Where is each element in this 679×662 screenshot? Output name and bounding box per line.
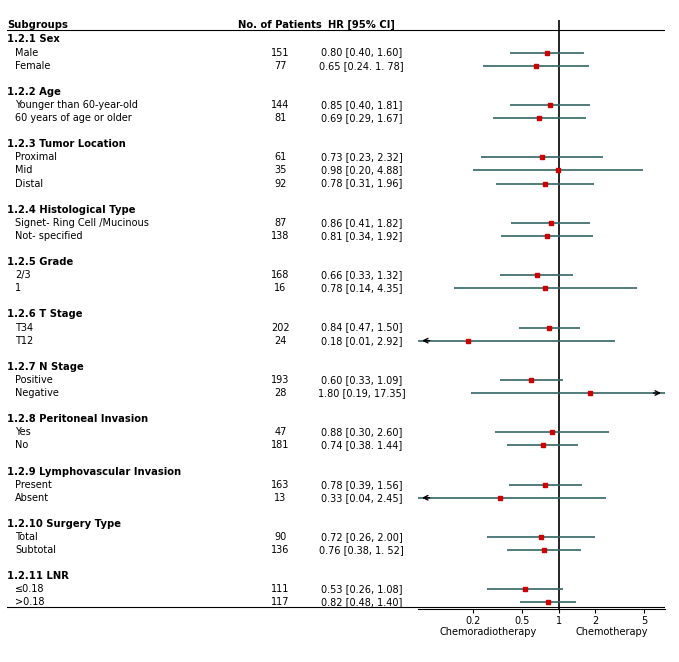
Text: 0.98 [0.20, 4.88]: 0.98 [0.20, 4.88]: [321, 166, 403, 175]
Text: 61: 61: [274, 152, 287, 162]
Text: Signet- Ring Cell /Mucinous: Signet- Ring Cell /Mucinous: [15, 218, 149, 228]
Text: Subtotal: Subtotal: [15, 545, 56, 555]
Text: 163: 163: [271, 480, 289, 490]
Text: 0.78 [0.39, 1.56]: 0.78 [0.39, 1.56]: [321, 480, 403, 490]
Text: 181: 181: [271, 440, 289, 450]
Text: 0.76 [0.38, 1. 52]: 0.76 [0.38, 1. 52]: [319, 545, 404, 555]
Text: 0.82 [0.48, 1.40]: 0.82 [0.48, 1.40]: [321, 598, 403, 608]
Text: 1.2.7 N Stage: 1.2.7 N Stage: [7, 362, 84, 372]
Text: T34: T34: [15, 322, 33, 332]
Text: Mid: Mid: [15, 166, 33, 175]
Text: 92: 92: [274, 179, 287, 189]
Text: 0.72 [0.26, 2.00]: 0.72 [0.26, 2.00]: [321, 532, 403, 542]
Text: 0.66 [0.33, 1.32]: 0.66 [0.33, 1.32]: [321, 270, 403, 280]
Text: 35: 35: [274, 166, 287, 175]
Text: 117: 117: [271, 598, 289, 608]
Text: >0.18: >0.18: [15, 598, 45, 608]
Text: 47: 47: [274, 427, 287, 438]
Text: ≤0.18: ≤0.18: [15, 585, 45, 594]
Text: 0.74 [0.38. 1.44]: 0.74 [0.38. 1.44]: [321, 440, 403, 450]
Text: HR [95% CI]: HR [95% CI]: [329, 20, 395, 30]
Text: 1.2.10 Surgery Type: 1.2.10 Surgery Type: [7, 519, 121, 529]
Text: 77: 77: [274, 61, 287, 71]
Text: 0.80 [0.40, 1.60]: 0.80 [0.40, 1.60]: [321, 48, 403, 58]
Text: 1.2.1 Sex: 1.2.1 Sex: [7, 34, 60, 44]
Text: Not- specified: Not- specified: [15, 231, 83, 241]
Text: 24: 24: [274, 336, 287, 346]
Text: 0.73 [0.23, 2.32]: 0.73 [0.23, 2.32]: [321, 152, 403, 162]
Text: 111: 111: [271, 585, 289, 594]
Text: Total: Total: [15, 532, 38, 542]
Text: No: No: [15, 440, 29, 450]
Text: 144: 144: [271, 100, 289, 110]
Text: 0.78 [0.31, 1.96]: 0.78 [0.31, 1.96]: [321, 179, 403, 189]
Text: Distal: Distal: [15, 179, 43, 189]
Text: 28: 28: [274, 388, 287, 398]
Text: 0.84 [0.47, 1.50]: 0.84 [0.47, 1.50]: [321, 322, 403, 332]
Text: 81: 81: [274, 113, 287, 123]
Text: 1.2.9 Lymphovascular Invasion: 1.2.9 Lymphovascular Invasion: [7, 467, 181, 477]
Text: Proximal: Proximal: [15, 152, 57, 162]
Text: 168: 168: [271, 270, 289, 280]
Text: 1.2.8 Peritoneal Invasion: 1.2.8 Peritoneal Invasion: [7, 414, 148, 424]
Text: 1.2.4 Histological Type: 1.2.4 Histological Type: [7, 205, 135, 214]
Text: Negative: Negative: [15, 388, 59, 398]
Text: 0.60 [0.33, 1.09]: 0.60 [0.33, 1.09]: [321, 375, 403, 385]
Text: 1.2.3 Tumor Location: 1.2.3 Tumor Location: [7, 139, 126, 149]
Text: 0.81 [0.34, 1.92]: 0.81 [0.34, 1.92]: [321, 231, 403, 241]
Text: 90: 90: [274, 532, 287, 542]
Text: 60 years of age or older: 60 years of age or older: [15, 113, 132, 123]
Text: 1.2.5 Grade: 1.2.5 Grade: [7, 257, 73, 267]
Text: 2/3: 2/3: [15, 270, 31, 280]
Text: 13: 13: [274, 493, 287, 502]
Text: Female: Female: [15, 61, 50, 71]
Text: 0.53 [0.26, 1.08]: 0.53 [0.26, 1.08]: [321, 585, 403, 594]
Text: Younger than 60-year-old: Younger than 60-year-old: [15, 100, 138, 110]
Text: T12: T12: [15, 336, 33, 346]
Text: 1.2.11 LNR: 1.2.11 LNR: [7, 571, 69, 581]
Text: Male: Male: [15, 48, 39, 58]
Text: 193: 193: [271, 375, 289, 385]
Text: 0.18 [0.01, 2.92]: 0.18 [0.01, 2.92]: [321, 336, 403, 346]
Text: 0.86 [0.41, 1.82]: 0.86 [0.41, 1.82]: [321, 218, 403, 228]
Text: 16: 16: [274, 283, 287, 293]
Text: Absent: Absent: [15, 493, 50, 502]
Text: 0.69 [0.29, 1.67]: 0.69 [0.29, 1.67]: [321, 113, 403, 123]
Text: 0.85 [0.40, 1.81]: 0.85 [0.40, 1.81]: [321, 100, 403, 110]
Text: 136: 136: [271, 545, 289, 555]
Text: 0.78 [0.14, 4.35]: 0.78 [0.14, 4.35]: [321, 283, 403, 293]
Text: 87: 87: [274, 218, 287, 228]
Text: Present: Present: [15, 480, 52, 490]
Text: No. of Patients: No. of Patients: [238, 20, 322, 30]
Text: 151: 151: [271, 48, 289, 58]
Text: Positive: Positive: [15, 375, 53, 385]
Text: 0.88 [0.30, 2.60]: 0.88 [0.30, 2.60]: [321, 427, 403, 438]
Text: Subgroups: Subgroups: [7, 20, 68, 30]
Text: 1.2.6 T Stage: 1.2.6 T Stage: [7, 309, 82, 320]
Text: 1: 1: [15, 283, 21, 293]
Text: Chemoradiotherapy: Chemoradiotherapy: [439, 627, 536, 637]
Text: 1.80 [0.19, 17.35]: 1.80 [0.19, 17.35]: [318, 388, 405, 398]
Text: Chemotherapy: Chemotherapy: [576, 627, 648, 637]
Text: 0.65 [0.24. 1. 78]: 0.65 [0.24. 1. 78]: [319, 61, 404, 71]
Text: Yes: Yes: [15, 427, 31, 438]
Text: 0.33 [0.04, 2.45]: 0.33 [0.04, 2.45]: [321, 493, 403, 502]
Text: 1.2.2 Age: 1.2.2 Age: [7, 87, 60, 97]
Text: 202: 202: [271, 322, 290, 332]
Text: 138: 138: [271, 231, 289, 241]
